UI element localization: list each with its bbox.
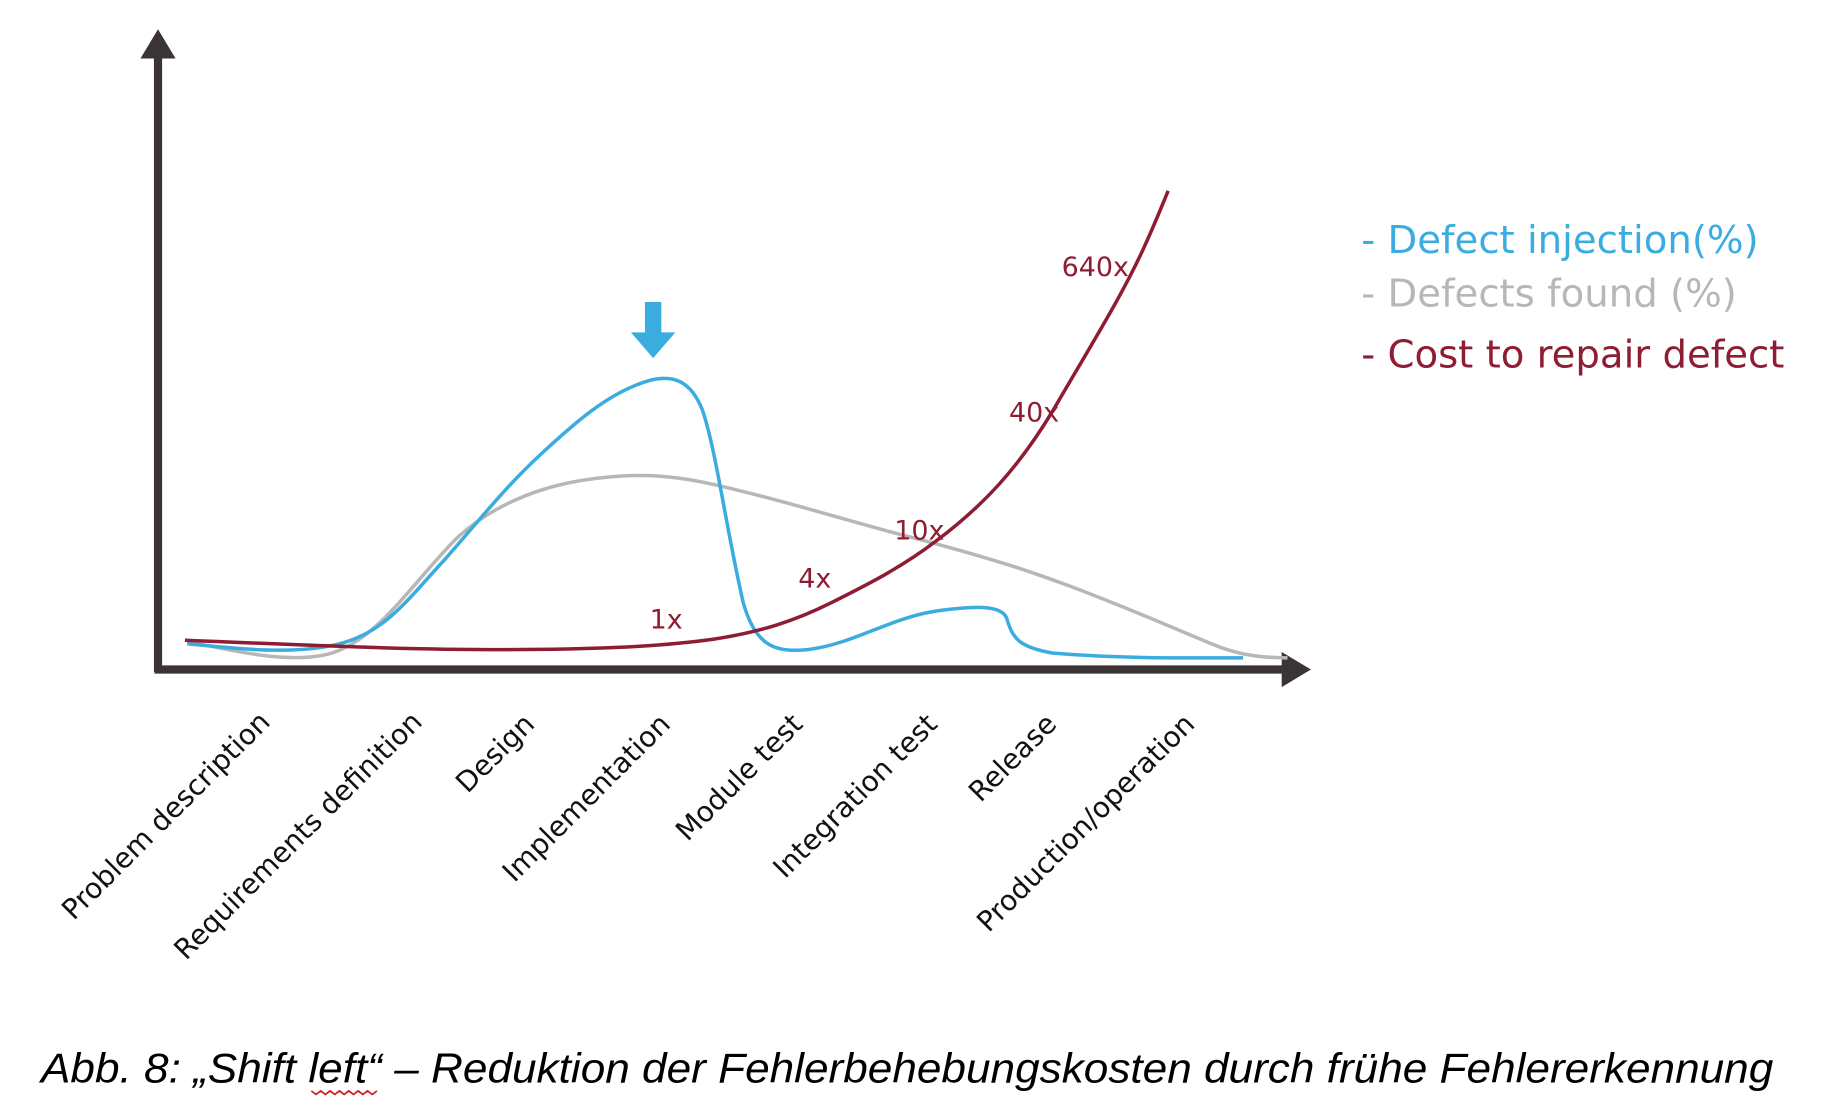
spellcheck-squiggle	[310, 1089, 378, 1096]
y-axis-arrow	[140, 29, 176, 59]
legend-entry: - Defects found (%)	[1361, 272, 1737, 317]
legend-entry: - Cost to repair defect	[1361, 333, 1784, 378]
legend-entry: - Defect injection(%)	[1361, 218, 1758, 263]
drawing: 1x 4x 10x 40x 640x Problem description R…	[38, 29, 1784, 1096]
category-label: Module test	[669, 707, 809, 847]
caption: Abb. 8: „Shift left“ – Reduktion der Feh…	[38, 1045, 1774, 1092]
cost-label: 40x	[1009, 397, 1059, 428]
cost-label: 640x	[1062, 252, 1129, 283]
defect-injection-curve	[187, 376, 1244, 660]
highlight-arrow-shaft	[644, 301, 662, 335]
category-label: Requirements definition	[168, 705, 429, 966]
category-label: Release	[962, 707, 1063, 808]
category-label: Design	[449, 707, 541, 799]
x-axis-arrow	[1281, 651, 1311, 688]
cost-curve	[184, 190, 1170, 652]
highlight-arrow-head	[630, 332, 676, 359]
cost-label: 4x	[798, 564, 831, 595]
cost-label: 10x	[894, 516, 944, 547]
cost-label: 1x	[650, 605, 683, 636]
defects-found-curve	[186, 473, 1288, 660]
